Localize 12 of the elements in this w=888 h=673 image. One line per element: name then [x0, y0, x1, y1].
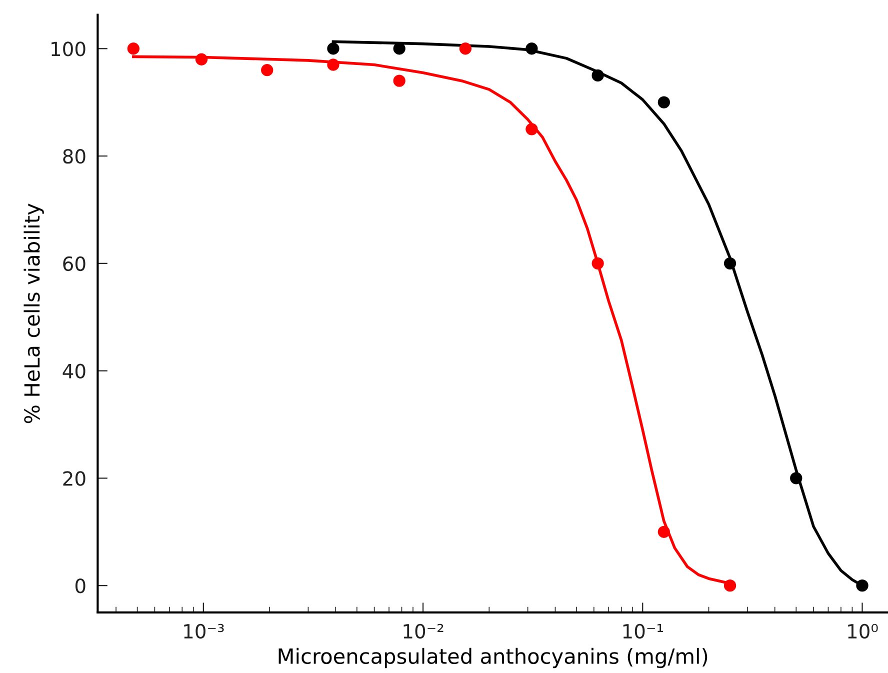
y-tick-label: 80	[63, 148, 86, 164]
y-tick-label: 40	[62, 364, 86, 378]
y-tick-label: 100	[52, 42, 86, 56]
y-tick-label: 20	[63, 471, 86, 486]
y-axis-title: % HeLa cells viability	[24, 204, 44, 424]
x-tick-label: 10⁻³	[184, 624, 224, 639]
y-tick-label: 60	[63, 256, 86, 272]
x-tick-label: 10⁻²	[404, 624, 444, 639]
x-tick-label: 10⁰	[848, 624, 878, 639]
x-axis-title: Microencapsulated anthocyanins (mg/ml)	[278, 648, 708, 668]
x-tick-label: 10⁻¹	[623, 624, 663, 639]
y-tick-label: 0	[75, 578, 86, 594]
